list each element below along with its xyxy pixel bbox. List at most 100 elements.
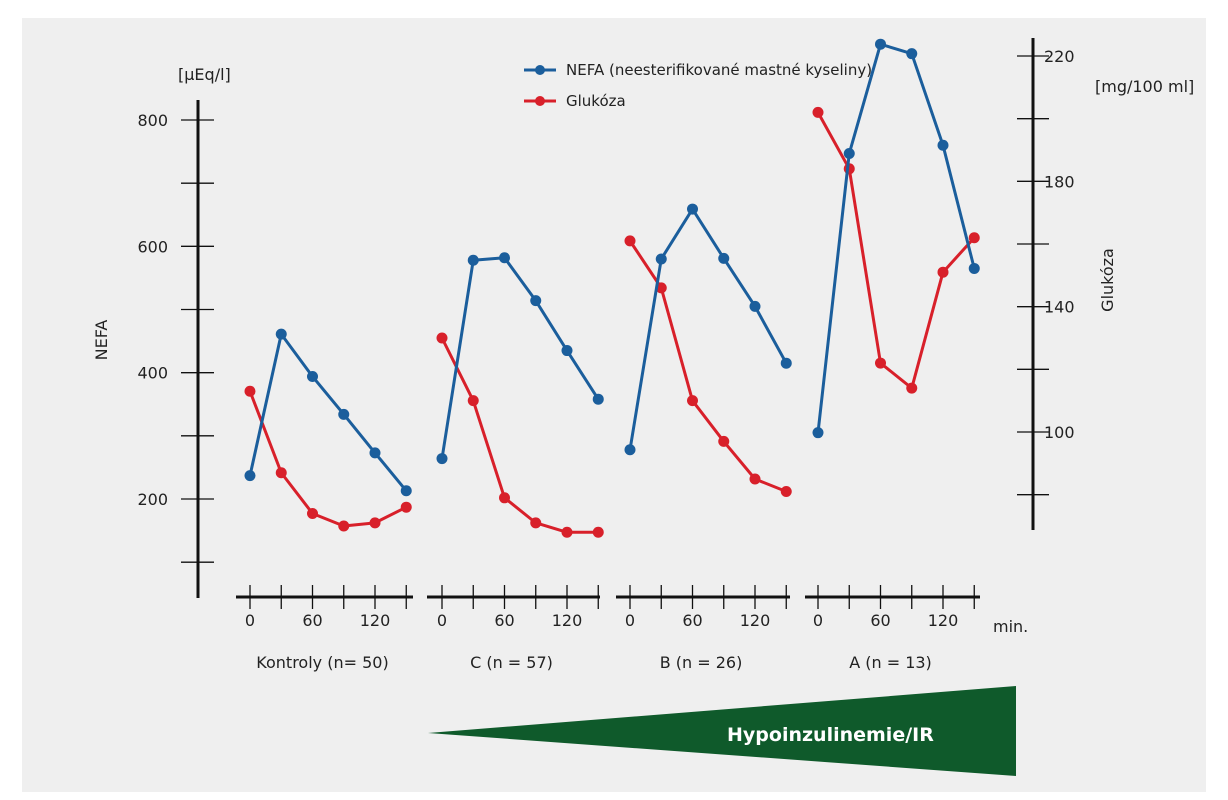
group-label: C (n = 57): [470, 653, 553, 672]
x-tick-label: 120: [740, 611, 771, 630]
group-label: B (n = 26): [660, 653, 743, 672]
glukoza-point: [369, 517, 381, 529]
nefa-point: [749, 300, 761, 312]
nefa-point: [655, 253, 667, 265]
nefa-point: [467, 254, 479, 266]
x-tick-label: 0: [437, 611, 447, 630]
x-tick-label: 0: [245, 611, 255, 630]
glukoza-point: [812, 106, 824, 118]
legend: NEFA (neesterifikované mastné kyseliny) …: [524, 61, 872, 110]
nefa-series-line: [248, 332, 408, 492]
glukoza-point: [307, 507, 318, 519]
glukoza-series-line: [440, 337, 599, 534]
nefa-series-line: [440, 256, 600, 459]
glukoza-point: [749, 473, 761, 485]
glukoza-series-line: [248, 390, 407, 528]
nefa-point: [812, 427, 824, 439]
x-tick-label: 0: [813, 611, 823, 630]
group-3: 0 60 120 A (n = 13): [805, 38, 980, 672]
right-tick-label: 180: [1044, 172, 1075, 191]
nefa-point: [275, 328, 287, 340]
left-tick-label: 400: [137, 364, 168, 383]
nefa-point: [906, 48, 918, 60]
nefa-point: [968, 262, 980, 274]
nefa-point: [624, 444, 636, 456]
nefa-point: [875, 38, 886, 50]
x-tick-label: 120: [552, 611, 583, 630]
glukoza-point: [275, 467, 287, 479]
left-tick-label: 200: [137, 490, 168, 509]
nefa-series-line: [628, 207, 788, 450]
glukoza-point: [338, 520, 350, 532]
right-y-unit: [mg/100 ml]: [1095, 77, 1194, 96]
group-1: 0 60 120 C (n = 57): [427, 252, 604, 672]
nefa-point: [718, 252, 730, 264]
glukoza-point: [780, 486, 792, 498]
legend-glukoza-marker: [535, 96, 545, 106]
left-y-ticks: 200 400 600 800: [137, 111, 214, 563]
nefa-point: [369, 447, 381, 459]
x-tick-label: 60: [870, 611, 890, 630]
group-0: 0 60 120 Kontroly (n= 50): [236, 328, 413, 672]
figure-panel: [22, 18, 1206, 792]
x-tick-label: 60: [682, 611, 702, 630]
hypoinzulinemie-banner: [428, 686, 1016, 776]
right-tick-label: 140: [1044, 298, 1075, 317]
left-tick-label: 800: [137, 111, 168, 130]
banner-label: Hypoinzulinemie/IR: [727, 724, 934, 746]
glukoza-point: [937, 266, 949, 278]
chart-groups: 0 60 120 Kontroly (n= 50) 0 60 120 C (n = 57) 0 6…: [236, 38, 980, 672]
right-tick-label: 220: [1044, 47, 1075, 66]
nefa-point: [436, 453, 448, 465]
glukoza-point: [530, 517, 542, 529]
nefa-point: [687, 203, 698, 215]
left-tick-label: 600: [137, 237, 168, 256]
x-tick-label: 60: [302, 611, 322, 630]
glukoza-point: [655, 282, 667, 294]
right-y-ticks: 100 140 180 220: [1017, 47, 1075, 496]
nefa-point: [499, 252, 510, 264]
right-tick-label: 100: [1044, 423, 1075, 442]
nefa-point: [400, 485, 412, 497]
left-y-label: NEFA: [92, 320, 111, 361]
glukoza-point: [499, 492, 510, 504]
nefa-point: [561, 345, 573, 357]
nefa-point: [530, 295, 542, 307]
glukoza-point: [244, 385, 256, 397]
right-y-label: Glukóza: [1098, 248, 1117, 312]
x-tick-label: 120: [360, 611, 391, 630]
x-tick-label: 60: [494, 611, 514, 630]
x-tick-label: 0: [625, 611, 635, 630]
glukoza-point: [624, 235, 636, 247]
nefa-point: [937, 139, 949, 151]
nefa-point: [843, 147, 855, 159]
x-tick-label: 120: [928, 611, 959, 630]
glukoza-point: [968, 232, 980, 244]
glukoza-point: [687, 395, 698, 407]
glukoza-series-line: [628, 240, 787, 493]
glukoza-point: [592, 526, 604, 538]
nefa-point: [592, 393, 604, 405]
nefa-point: [244, 470, 256, 482]
glukoza-point: [875, 357, 886, 369]
x-unit-label: min.: [993, 617, 1028, 636]
nefa-point: [307, 370, 318, 382]
group-2: 0 60 120 B (n = 26): [616, 203, 792, 672]
glukoza-point: [718, 435, 730, 447]
left-y-unit: [µEq/l]: [178, 65, 231, 84]
glukoza-point: [561, 526, 573, 538]
glukoza-point: [400, 501, 412, 513]
glukoza-point: [436, 332, 448, 344]
group-label: Kontroly (n= 50): [256, 653, 388, 672]
group-label: A (n = 13): [849, 653, 932, 672]
nefa-point: [338, 408, 350, 420]
legend-nefa-marker: [535, 65, 545, 75]
nefa-series-line: [816, 42, 976, 433]
legend-glukoza-label: Glukóza: [566, 92, 626, 110]
glukoza-point: [467, 395, 479, 407]
glukoza-series-line: [816, 111, 976, 390]
glukoza-point: [906, 382, 918, 394]
legend-nefa-label: NEFA (neesterifikované mastné kyseliny): [566, 61, 872, 79]
nefa-point: [780, 357, 792, 369]
